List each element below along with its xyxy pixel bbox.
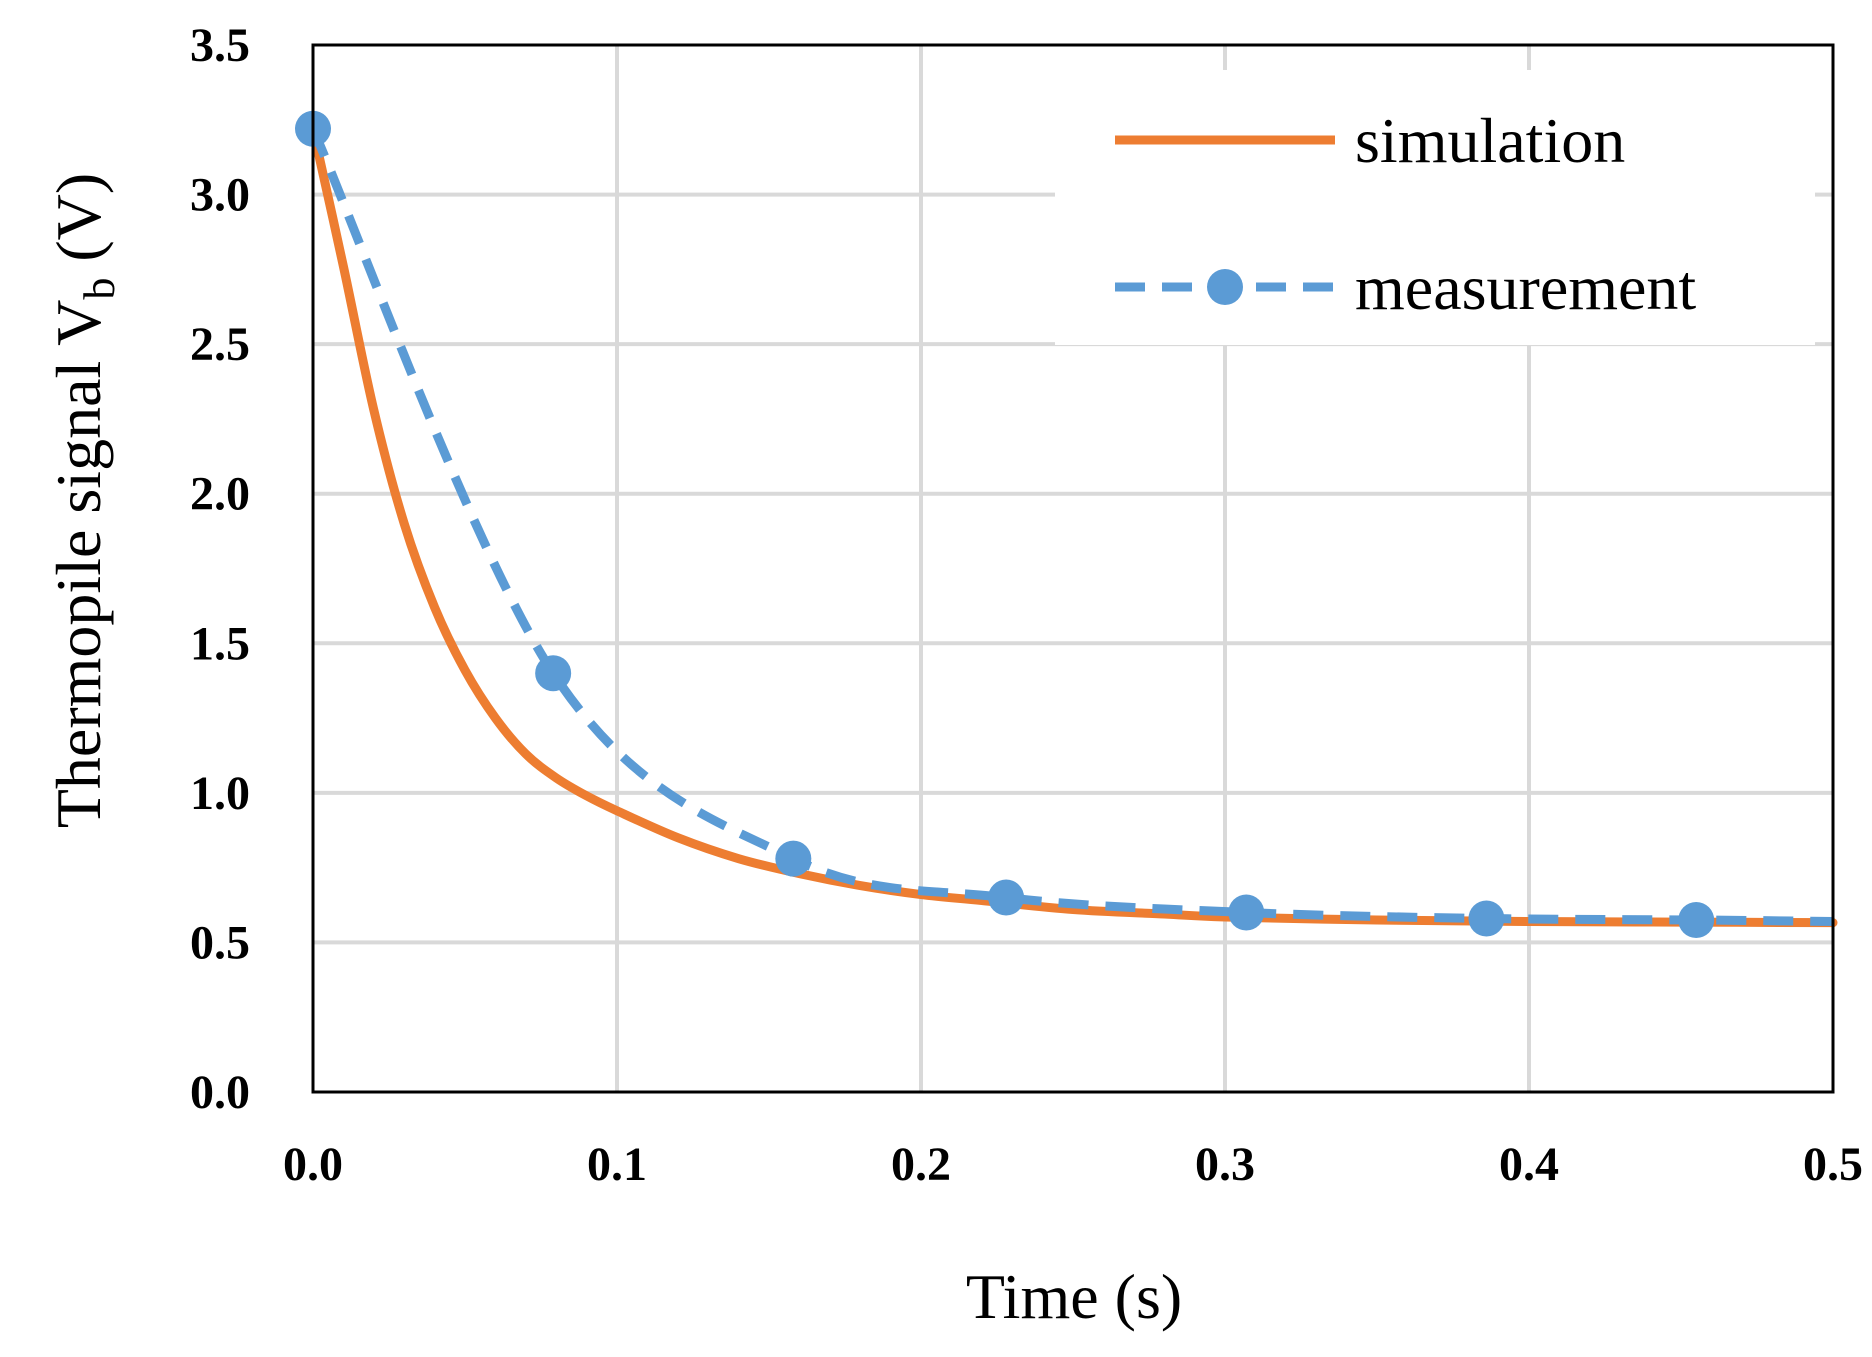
- x-tick-label: 0.2: [891, 1138, 951, 1191]
- legend-background: [1055, 70, 1815, 345]
- measurement-point: [1228, 894, 1265, 931]
- simulation-line: [308, 124, 1838, 928]
- x-axis-ticks: 0.0 0.1 0.2 0.3 0.4 0.5: [283, 1138, 1863, 1191]
- y-axis-title-main: Thermopile signal V: [43, 300, 114, 829]
- x-tick-label: 0.3: [1195, 1138, 1255, 1191]
- y-axis-title: Thermopile signal Vb (V): [43, 173, 124, 828]
- plot-frame: [311, 43, 1835, 1094]
- x-tick-label: 0.5: [1803, 1138, 1863, 1191]
- y-tick-label: 0.0: [190, 1066, 250, 1119]
- y-axis-ticks: 0.0 0.5 1.0 1.5 2.0 2.5 3.0 3.5: [190, 19, 250, 1119]
- legend: simulation measurement: [1115, 105, 1696, 323]
- y-tick-label: 3.5: [190, 19, 250, 72]
- legend-measurement-label: measurement: [1355, 252, 1696, 323]
- measurement-point: [988, 879, 1025, 916]
- y-axis-title-unit: (V): [43, 173, 114, 278]
- legend-simulation-label: simulation: [1355, 105, 1625, 176]
- y-tick-label: 2.0: [190, 468, 250, 521]
- legend-measurement-marker: [1207, 269, 1243, 305]
- y-tick-label: 1.5: [190, 617, 250, 670]
- measurement-point: [1678, 901, 1715, 938]
- measurement-point: [775, 840, 812, 877]
- plot-series: [295, 110, 1838, 938]
- y-tick-label: 1.0: [190, 767, 250, 820]
- y-axis-title-subscript: b: [75, 278, 124, 300]
- y-tick-label: 0.5: [190, 916, 250, 969]
- measurement-point: [1468, 900, 1505, 937]
- x-tick-label: 0.4: [1499, 1138, 1559, 1191]
- x-tick-label: 0.0: [283, 1138, 343, 1191]
- x-tick-label: 0.1: [587, 1138, 647, 1191]
- x-axis-title: Time (s): [966, 1261, 1182, 1332]
- y-tick-label: 2.5: [190, 318, 250, 371]
- measurement-point: [535, 655, 572, 692]
- y-tick-label: 3.0: [190, 169, 250, 222]
